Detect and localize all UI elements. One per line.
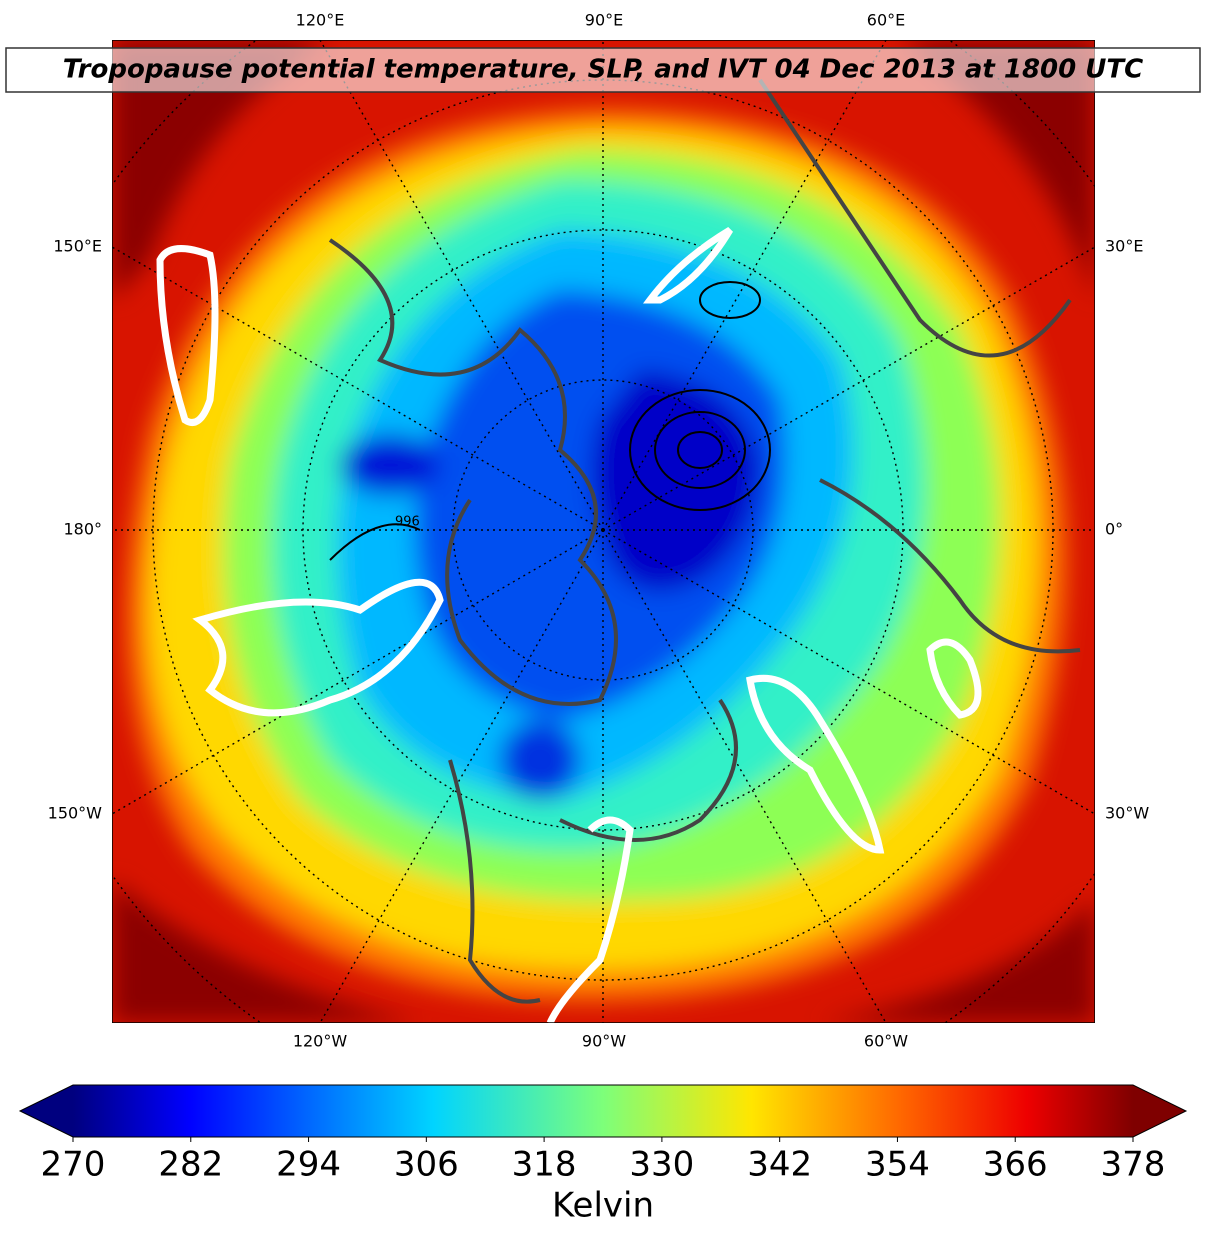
colorbar-tick-label: 378: [1101, 1145, 1166, 1185]
map: 996: [112, 40, 1095, 1023]
lon-label: 60°E: [867, 11, 905, 30]
lon-label: 0°: [1105, 520, 1123, 539]
colorbar-tick-label: 282: [158, 1145, 223, 1185]
colorbar: [73, 1085, 1133, 1137]
lon-label: 120°W: [293, 1032, 348, 1051]
lon-label: 60°W: [864, 1032, 908, 1051]
colorbar-tick-label: 342: [747, 1145, 812, 1185]
colorbar-label: Kelvin: [552, 1186, 654, 1226]
lon-label: 150°W: [48, 804, 103, 823]
colorbar-tick-label: 270: [41, 1145, 106, 1185]
lon-label: 150°E: [53, 237, 102, 256]
colorbar-tick-label: 354: [865, 1145, 930, 1185]
title-box: [5, 47, 1201, 93]
lon-label: 90°W: [582, 1032, 626, 1051]
colorbar-extend-high: [1133, 1085, 1186, 1137]
lon-label: 120°E: [296, 11, 345, 30]
lon-label: 180°: [63, 520, 102, 539]
title: Tropopause potential temperature, SLP, a…: [63, 55, 1143, 85]
ivt-contours: [156, 226, 982, 1023]
colorbar-tick-label: 330: [629, 1145, 694, 1185]
contour-label: 996: [395, 515, 420, 530]
colorbar-tick-label: 306: [394, 1145, 459, 1185]
colorbar-tick-label: 318: [512, 1145, 577, 1185]
colorbar-extend-low: [20, 1085, 73, 1137]
lon-label: 30°E: [1105, 237, 1143, 256]
graticule: [112, 40, 1095, 1023]
colorbar-tick-label: 294: [276, 1145, 341, 1185]
colorbar-tick-label: 366: [983, 1145, 1048, 1185]
lon-label: 90°E: [585, 11, 623, 30]
coastlines: [328, 78, 1081, 1004]
lon-label: 30°W: [1105, 804, 1149, 823]
slp-contours: [329, 281, 771, 561]
